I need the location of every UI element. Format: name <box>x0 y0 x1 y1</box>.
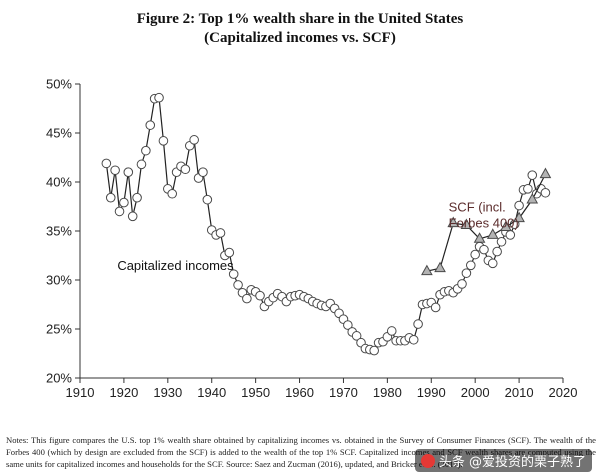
data-point-scf <box>421 264 433 276</box>
data-point-capitalized <box>154 92 164 103</box>
x-tick-label: 1960 <box>285 385 314 400</box>
x-tick-label: 1980 <box>373 385 402 400</box>
data-point-scf <box>486 228 499 239</box>
data-point-capitalized <box>470 249 480 260</box>
data-point-scf <box>460 218 473 230</box>
title-line-1: Figure 2: Top 1% wealth share in the Uni… <box>136 11 464 27</box>
annotation-scf-line-1: SCF (incl. <box>449 199 506 214</box>
figure-title: Figure 2: Top 1% wealth share in the Uni… <box>0 10 600 48</box>
y-tick-label: 20% <box>46 371 72 386</box>
data-point-capitalized <box>158 136 169 146</box>
data-point-capitalized <box>492 246 502 257</box>
data-point-scf <box>513 211 525 223</box>
y-tick-label: 45% <box>46 126 72 141</box>
x-tick-label: 2000 <box>461 385 490 400</box>
title-line-2: (Capitalized incomes vs. SCF) <box>204 30 396 46</box>
x-tick-label: 2010 <box>505 385 534 400</box>
annotation-capitalized-incomes: Capitalized incomes <box>117 258 234 273</box>
data-point-capitalized <box>479 244 489 255</box>
y-tick-label: 25% <box>46 322 72 337</box>
data-point-capitalized <box>119 197 129 208</box>
data-point-capitalized <box>110 165 120 176</box>
data-point-capitalized <box>457 279 467 289</box>
data-point-scf <box>434 261 446 273</box>
data-point-capitalized <box>233 280 243 290</box>
x-tick-label: 1970 <box>329 385 358 400</box>
data-point-capitalized <box>487 258 498 269</box>
data-point-capitalized <box>343 320 353 330</box>
data-point-capitalized <box>123 167 134 177</box>
data-point-capitalized <box>136 159 147 170</box>
data-point-capitalized <box>514 200 524 211</box>
data-point-capitalized <box>505 230 516 240</box>
x-tick-label: 1910 <box>66 385 95 400</box>
data-point-capitalized <box>145 120 156 130</box>
y-tick-label: 30% <box>46 273 72 288</box>
data-point-capitalized <box>369 345 379 356</box>
data-point-capitalized <box>215 228 226 238</box>
watermark-logo-icon <box>420 454 435 468</box>
data-point-capitalized <box>202 194 213 205</box>
data-point-capitalized <box>101 158 112 169</box>
data-point-capitalized <box>141 145 151 156</box>
data-point-capitalized <box>127 211 138 222</box>
x-tick-label: 1940 <box>197 385 226 400</box>
data-point-scf <box>447 216 460 228</box>
data-point-scf <box>473 232 486 243</box>
watermark-text: 头条 @爱投资的栗子熟了 <box>438 455 586 470</box>
x-tick-label: 2020 <box>549 385 578 400</box>
y-tick-label: 35% <box>46 224 72 239</box>
data-point-capitalized <box>430 302 441 313</box>
data-point-scf <box>526 193 539 204</box>
data-point-capitalized <box>386 326 397 336</box>
data-point-scf <box>500 220 512 231</box>
x-tick-label: 1950 <box>241 385 270 400</box>
data-point-capitalized <box>255 290 265 301</box>
x-tick-label: 1990 <box>417 385 446 400</box>
data-point-capitalized <box>465 260 476 271</box>
data-point-capitalized <box>413 319 423 329</box>
x-tick-label: 1920 <box>109 385 138 400</box>
data-point-capitalized <box>198 167 208 177</box>
series-line-2 <box>426 173 546 272</box>
figure-notes: Notes: This figure compares the U.S. top… <box>6 435 596 469</box>
data-point-capitalized <box>461 268 472 278</box>
data-point-capitalized <box>527 170 538 180</box>
y-tick-label: 40% <box>46 175 72 190</box>
data-point-capitalized <box>242 293 252 304</box>
data-point-capitalized <box>114 206 125 217</box>
x-tick-label: 1930 <box>153 385 182 400</box>
data-point-capitalized <box>167 188 178 199</box>
data-point-capitalized <box>180 164 191 175</box>
data-point-capitalized <box>496 236 507 247</box>
data-point-capitalized <box>224 247 235 258</box>
data-point-capitalized <box>408 334 419 345</box>
data-point-capitalized <box>523 184 533 194</box>
data-point-capitalized <box>132 192 142 203</box>
data-point-capitalized <box>189 135 199 145</box>
annotation-scf-line-2: Forbes 400) <box>449 215 519 230</box>
data-point-capitalized <box>228 269 239 279</box>
y-tick-label: 50% <box>46 77 72 92</box>
data-point-scf <box>539 167 552 179</box>
data-point-capitalized <box>105 192 116 203</box>
watermark: 头条 @爱投资的栗子熟了 <box>414 449 592 472</box>
data-point-capitalized <box>540 187 551 198</box>
data-point-capitalized <box>351 331 362 341</box>
